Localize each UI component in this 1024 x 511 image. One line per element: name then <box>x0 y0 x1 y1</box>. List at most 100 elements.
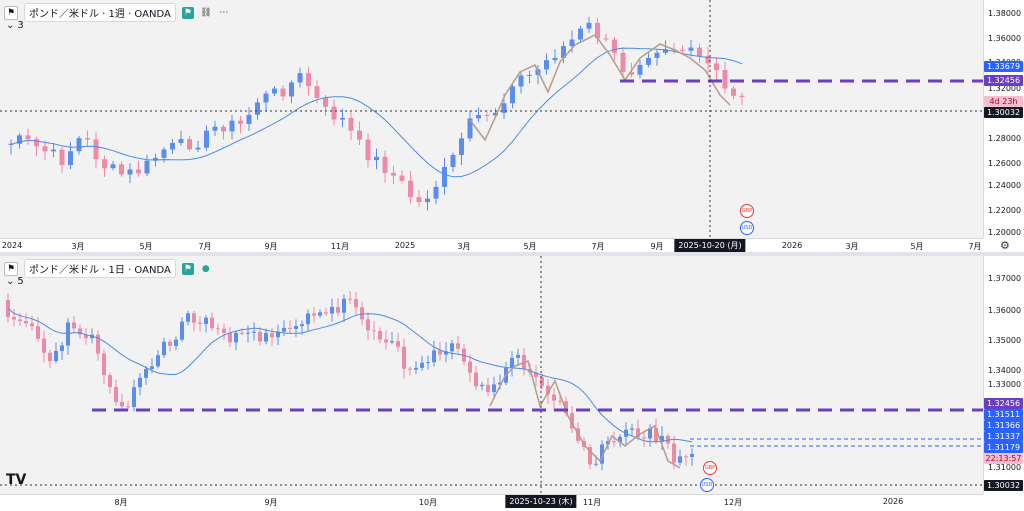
candle-body <box>438 350 442 355</box>
daily-price-axis[interactable]: 1.37000 1.36000 1.35000 1.34000 1.33000 1.310… <box>983 256 1024 494</box>
candle-body <box>569 39 575 47</box>
candle-body <box>144 160 150 174</box>
weekly-price-axis[interactable]: 1.380001.360001.340001.320001.300001.280… <box>983 0 1024 238</box>
candle-body <box>637 64 643 75</box>
candle-body <box>156 355 160 367</box>
candle-body <box>42 338 46 353</box>
link-icon[interactable]: ⛓ <box>200 7 212 18</box>
candle-body <box>660 435 664 442</box>
time-label: 10月 <box>418 498 438 507</box>
candle-body <box>306 313 310 325</box>
candle-body <box>510 86 515 104</box>
candle-body <box>456 343 460 349</box>
candle-body <box>426 362 430 364</box>
candle-body <box>630 428 634 430</box>
daily-candles <box>0 256 983 494</box>
candle-body <box>120 401 124 407</box>
usd-event-icon[interactable]: USD <box>740 221 754 235</box>
candle-body <box>636 428 640 438</box>
price-tag-1: 1.31511 <box>984 409 1023 420</box>
usd-event-icon[interactable]: USD <box>700 478 714 492</box>
candle-body <box>414 367 418 370</box>
candle-body <box>318 312 322 316</box>
candle-body <box>161 149 167 158</box>
candle-body <box>170 142 175 150</box>
daily-plot-area[interactable] <box>0 256 983 494</box>
flag-icon[interactable]: ⚑ <box>181 262 194 275</box>
candle-body <box>646 57 651 65</box>
daily-symbol-title[interactable]: ポンド／米ドル · 1日 · OANDA <box>24 259 176 278</box>
daily-time-axis[interactable]: 8月 9月 10月 11月 12月 2026 2025-10-23 (木) <box>0 494 983 511</box>
wave-line <box>489 360 681 469</box>
candle-body <box>684 456 688 458</box>
candle-body <box>246 332 250 334</box>
candle-body <box>102 159 107 169</box>
price-tick: 1.24000 <box>988 181 1022 190</box>
candle-body <box>127 169 133 175</box>
candle-body <box>204 317 208 324</box>
candle-body <box>96 334 100 354</box>
candle-body <box>459 138 464 155</box>
gbp-event-icon[interactable]: GBP <box>740 204 754 218</box>
candle-body <box>612 441 616 443</box>
weekly-chart-pane[interactable]: ⚑ ポンド／米ドル · 1週 · OANDA ⚑ ⛓ ⋯ ⌄ 3 1.38000… <box>0 0 1024 253</box>
gbp-event-icon[interactable]: GBP <box>703 461 717 475</box>
weekly-plot-area[interactable] <box>0 0 983 238</box>
time-label: 9月 <box>264 498 278 507</box>
candle-body <box>264 332 268 342</box>
candle-body <box>174 339 178 346</box>
candle-body <box>331 106 337 120</box>
candle-body <box>648 427 652 439</box>
pane-divider[interactable] <box>0 252 1024 256</box>
candle-body <box>714 63 719 71</box>
candle-body <box>620 52 626 72</box>
candle-body <box>442 166 447 187</box>
candle-body <box>25 135 31 140</box>
candle-body <box>187 139 192 150</box>
candle-body <box>654 427 658 442</box>
candle-body <box>178 139 184 143</box>
candle-body <box>108 375 112 387</box>
candle-body <box>42 146 48 152</box>
level-tag: 1.32456 <box>984 398 1023 409</box>
time-label: 2026 <box>781 241 803 250</box>
candle-body <box>731 88 736 96</box>
time-label: 3月 <box>71 242 85 251</box>
weekly-time-axis[interactable]: 2024 3月 5月 7月 9月 11月 2025 3月 5月 7月 9月 20… <box>0 238 983 253</box>
time-label: 2025 <box>394 241 416 250</box>
candle-body <box>382 156 388 173</box>
candle-body <box>186 313 190 322</box>
candle-body <box>558 400 562 402</box>
weekly-symbol-title[interactable]: ポンド／米ドル · 1週 · OANDA <box>24 3 176 22</box>
candle-body <box>498 382 502 385</box>
candle-body <box>476 115 481 119</box>
candle-body <box>72 322 76 329</box>
candle-body <box>102 353 106 376</box>
candle-body <box>348 298 352 300</box>
candle-body <box>85 138 90 140</box>
candle-body <box>697 47 702 57</box>
candle-body <box>595 22 600 39</box>
tradingview-logo-icon[interactable]: TV <box>6 472 27 488</box>
candle-body <box>546 385 550 395</box>
more-icon[interactable]: ⋯ <box>219 7 229 18</box>
candle-body <box>561 46 566 58</box>
candle-body <box>324 312 328 314</box>
candle-body <box>132 387 136 407</box>
time-label: 8月 <box>114 498 128 507</box>
candle-body <box>690 453 694 457</box>
candle-body <box>408 368 412 370</box>
candle-body <box>68 151 73 166</box>
daily-chart-pane[interactable]: ⚑ ポンド／米ドル · 1日 · OANDA ⚑ ● ⌄ 5 1.37000 1.… <box>0 256 1024 511</box>
time-label: 3月 <box>457 242 471 251</box>
candle-body <box>280 88 286 97</box>
flag-icon[interactable]: ⚑ <box>181 6 194 19</box>
weekly-candles <box>0 0 983 238</box>
cursor-price-tag: 1.30032 <box>984 107 1023 118</box>
weekly-indicator-toggle[interactable]: ⌄ 3 <box>6 20 24 31</box>
settings-gear-icon[interactable]: ⚙ <box>1000 239 1010 252</box>
candle-body <box>570 413 574 429</box>
chevron-down-icon: ⌄ <box>6 20 15 31</box>
candle-body <box>153 157 158 161</box>
daily-indicator-toggle[interactable]: ⌄ 5 <box>6 276 24 287</box>
